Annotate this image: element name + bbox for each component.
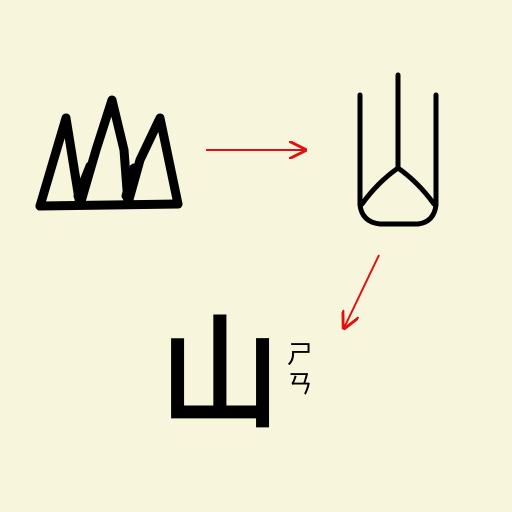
- oracle-bone-mountain-glyph: [35, 95, 183, 211]
- zhuyin-final: ㄢ: [286, 370, 313, 400]
- arrow-down-left-icon: [344, 254, 380, 328]
- modern-character: 山: [160, 304, 280, 445]
- seal-script-mountain-glyph: [357, 72, 439, 227]
- zhuyin-pronunciation: ㄕ ㄢ: [280, 340, 320, 400]
- zhuyin-initial: ㄕ: [286, 340, 313, 370]
